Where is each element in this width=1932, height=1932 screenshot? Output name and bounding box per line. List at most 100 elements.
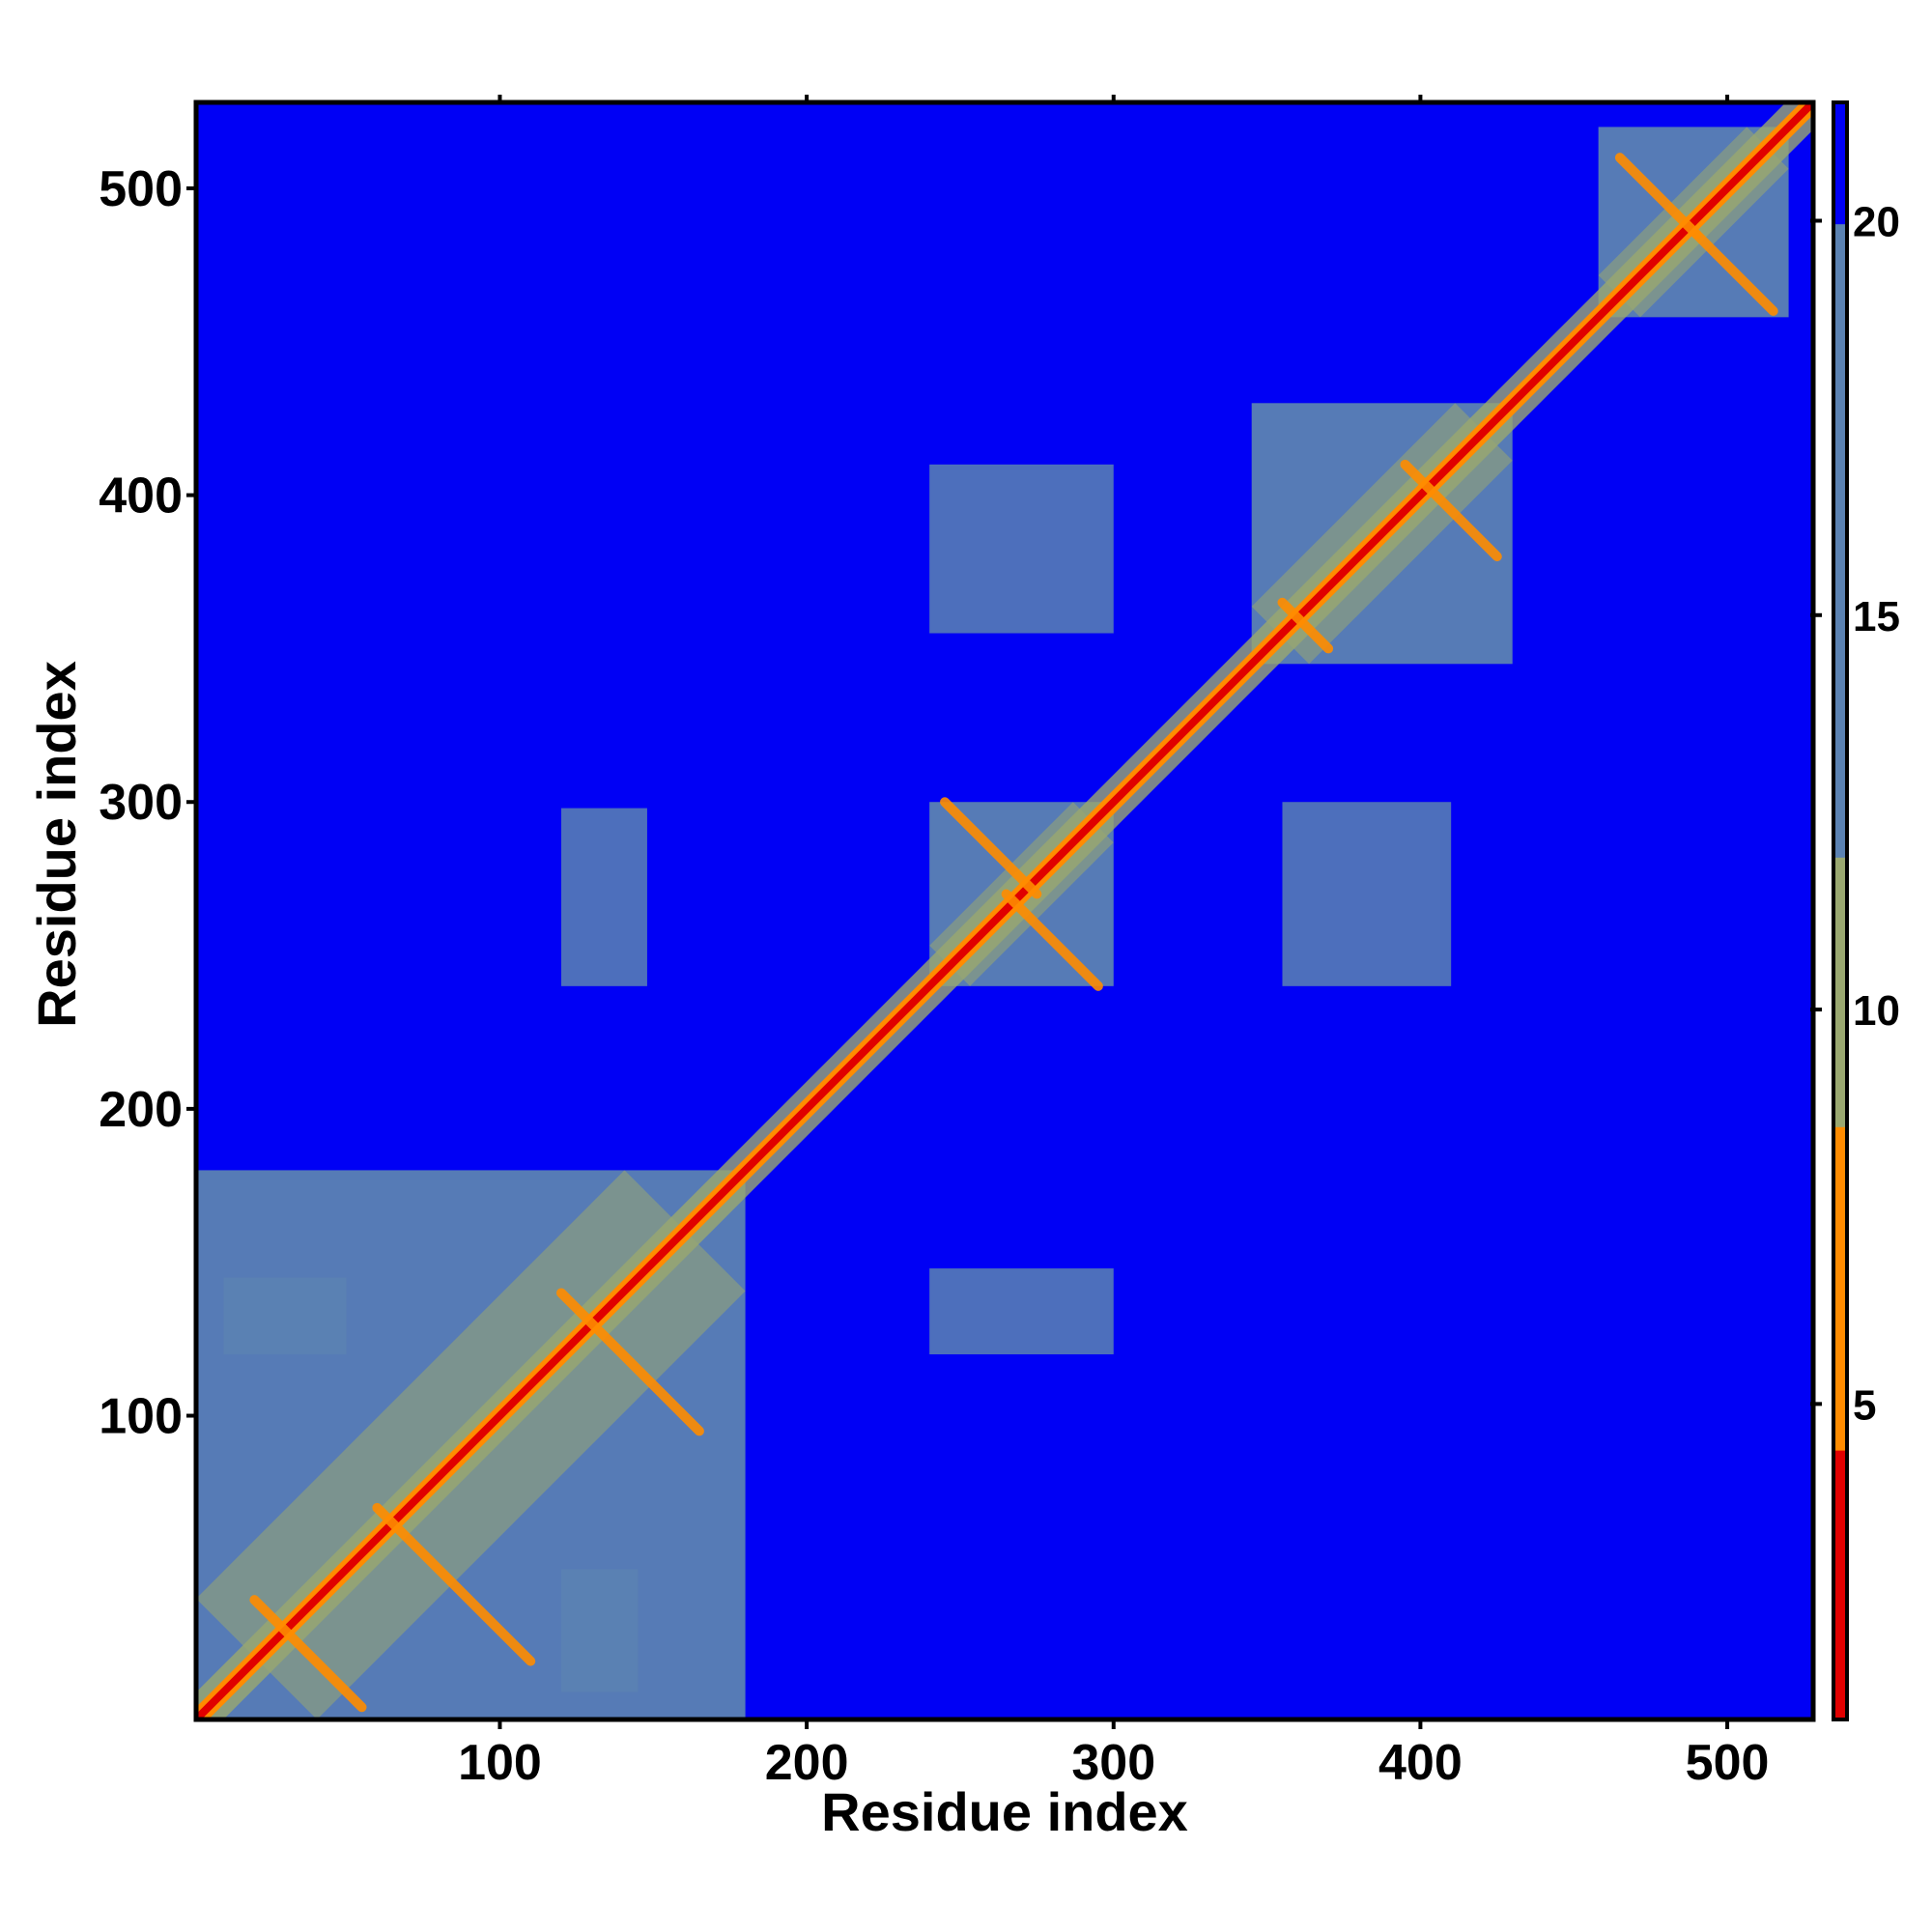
colorbar-segment (1833, 372, 1847, 386)
colorbar-segment (1833, 776, 1847, 791)
sheet-contact (1277, 597, 1334, 654)
colorbar-segment (1833, 762, 1847, 778)
contact-patch (929, 464, 1114, 634)
colorbar-segment (1833, 425, 1847, 440)
colorbar-segment (1833, 1261, 1847, 1276)
colorbar-segment (1833, 156, 1847, 171)
colorbar-segment (1833, 115, 1847, 130)
x-tick-label: 300 (1071, 1735, 1155, 1791)
colorbar-segment (1833, 1396, 1847, 1410)
colorbar-segment (1833, 1679, 1847, 1693)
colorbar-segment (1833, 439, 1847, 454)
colorbar-segment (1833, 1328, 1847, 1343)
sheet-contact (1400, 459, 1502, 562)
colorbar-segment (1833, 1503, 1847, 1519)
colorbar-segment (1833, 843, 1847, 858)
sheet-contact (372, 1502, 536, 1666)
colorbar-segment (1833, 937, 1847, 952)
colorbar-segment (1833, 169, 1847, 185)
colorbar-segment (1833, 1140, 1847, 1154)
colorbar-segment (1833, 493, 1847, 508)
colorbar-segment (1833, 358, 1847, 373)
colorbar-segment (1833, 1247, 1847, 1263)
colorbar-segment (1833, 816, 1847, 831)
colorbar-segment (1833, 641, 1847, 656)
y-tick-label: 500 (99, 161, 183, 217)
colorbar-segment (1833, 1099, 1847, 1114)
colorbar-segment (1833, 250, 1847, 265)
colorbar-segment (1833, 128, 1847, 144)
y-axis-title: Residue index (26, 661, 87, 1028)
colorbar-segment (1833, 520, 1847, 534)
colorbar-segment (1833, 695, 1847, 710)
colorbar-frame (1832, 100, 1849, 1721)
colorbar-segment (1833, 654, 1847, 669)
colorbar: 5 10 15 20 (1810, 100, 1900, 1721)
colorbar-segment (1833, 452, 1847, 468)
colorbar-segment (1833, 1557, 1847, 1573)
colorbar-tick-label: 10 (1853, 987, 1900, 1035)
colorbar-segment (1833, 1167, 1847, 1181)
colorbar-segment (1833, 1652, 1847, 1666)
colorbar-segment (1833, 533, 1847, 548)
colorbar-segment (1833, 237, 1847, 252)
colorbar-segment (1833, 964, 1847, 980)
colorbar-segment (1833, 1625, 1847, 1639)
colorbar-segment (1833, 1288, 1847, 1303)
sheet-contact (1691, 229, 1778, 316)
y-tick-label: 300 (99, 775, 183, 831)
colorbar-segment (1833, 1234, 1847, 1249)
colorbar-segment (1833, 1584, 1847, 1600)
colorbar-segment (1833, 466, 1847, 481)
colorbar-segment (1833, 183, 1847, 198)
colorbar-segment (1833, 1018, 1847, 1034)
colorbar-segment (1833, 870, 1847, 885)
colorbar-segment (1833, 1382, 1847, 1397)
colorbar-segment (1833, 223, 1847, 239)
contact-patch (1282, 802, 1452, 986)
colorbar-segment (1833, 789, 1847, 804)
colorbar-segment (1833, 102, 1847, 117)
colorbar-segment (1833, 1598, 1847, 1612)
colorbar-segment (1833, 264, 1847, 278)
colorbar-segment (1833, 1544, 1847, 1559)
colorbar-tick-label: 15 (1853, 593, 1900, 640)
colorbar-segment (1833, 923, 1847, 939)
colorbar-segment (1833, 1476, 1847, 1492)
colorbar-segment (1833, 951, 1847, 966)
colorbar-segment (1833, 708, 1847, 724)
colorbar-segment (1833, 1530, 1847, 1546)
colorbar-tick-label: 20 (1853, 198, 1900, 245)
colorbar-segment (1833, 1409, 1847, 1424)
colorbar-segment (1833, 1463, 1847, 1478)
colorbar-segment (1833, 277, 1847, 292)
colorbar-segment (1833, 574, 1847, 588)
colorbar-segment (1833, 587, 1847, 602)
colorbar-segment (1833, 681, 1847, 696)
colorbar-segment (1833, 897, 1847, 912)
colorbar-segment (1833, 506, 1847, 522)
colorbar-segment (1833, 803, 1847, 817)
colorbar-segment (1833, 1638, 1847, 1653)
contact-patch (929, 1268, 1114, 1354)
colorbar-segment (1833, 978, 1847, 993)
colorbar-segment (1833, 1207, 1847, 1222)
colorbar-segment (1833, 830, 1847, 844)
colorbar-segment (1833, 1059, 1847, 1073)
colorbar-segment (1833, 547, 1847, 561)
colorbar-segment (1833, 1611, 1847, 1626)
sheet-contact (556, 1288, 704, 1436)
colorbar-segment (1833, 735, 1847, 751)
colorbar-segment (1833, 1665, 1847, 1680)
colorbar-segment (1833, 1005, 1847, 1020)
colorbar-segment (1833, 857, 1847, 871)
colorbar-segment (1833, 331, 1847, 346)
colorbar-segment (1833, 1706, 1847, 1720)
axes: 100 200 300 400 500 100 200 300 400 500 (99, 95, 1816, 1791)
colorbar-segment (1833, 668, 1847, 683)
colorbar-segment (1833, 318, 1847, 332)
plot-frame (193, 99, 1816, 1722)
heatmap-plot-area (196, 102, 1813, 1719)
colorbar-segment (1833, 1517, 1847, 1532)
